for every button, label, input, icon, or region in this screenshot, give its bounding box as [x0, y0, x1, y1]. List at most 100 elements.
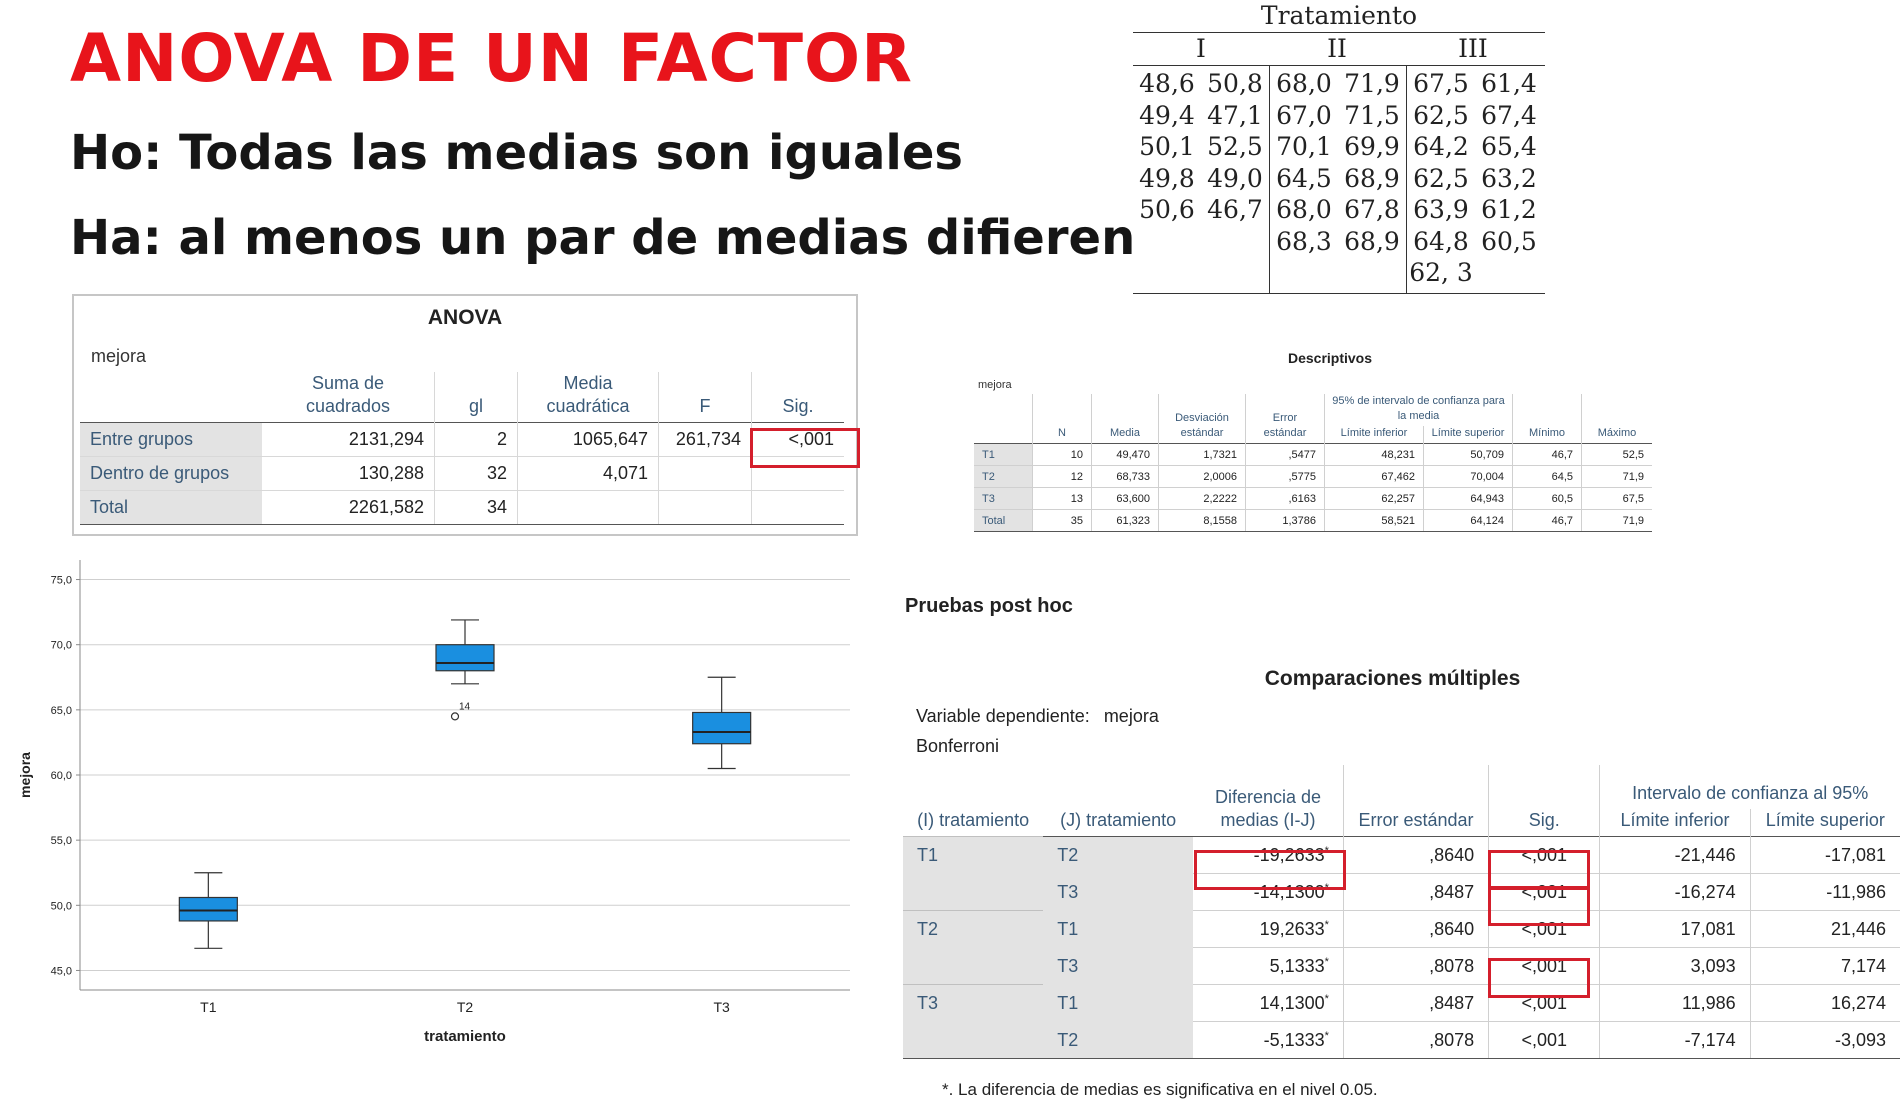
i-treatment-cell — [903, 947, 1044, 985]
table-cell: 64,124 — [1423, 509, 1513, 532]
y-tick-label: 50,0 — [51, 900, 72, 912]
mean-difference-value: 5,1333 — [1269, 955, 1325, 976]
table-cell: 61,323 — [1091, 509, 1159, 532]
table-row: T1 10 49,470 1,7321,5477 48,231 50,709 46,7 52,… — [974, 443, 1652, 466]
treatment-value: 67,4 — [1481, 100, 1537, 130]
column-header: Error estándar — [1245, 394, 1325, 444]
sig-cell: <,001 — [1488, 836, 1600, 874]
iqr-box — [692, 711, 752, 745]
treatment-data-row: 62,5 63,2 — [1407, 163, 1543, 195]
treatment-data-row: 64,5 68,9 — [1270, 163, 1406, 195]
ci-header: Intervalo de confianza al 95% — [1599, 765, 1900, 809]
lower-limit-cell: -21,446 — [1599, 836, 1751, 874]
treatment-value: 61,2 — [1481, 195, 1537, 224]
multiple-comparisons-table: (I) tratamiento (J) tratamiento Diferenc… — [903, 765, 1900, 1059]
table-cell: 60,5 — [1512, 487, 1582, 510]
treatment-value: 65,4 — [1481, 132, 1537, 161]
multiple-comparisons-panel: (I) tratamiento (J) tratamiento Diferenc… — [903, 765, 1900, 1059]
i-treatment-cell — [903, 873, 1044, 911]
treatment-value: 63,9 — [1413, 195, 1469, 224]
treatment-data-row: 50,1 52,5 — [1133, 131, 1269, 163]
treatment-data-row: 70,1 69,9 — [1270, 131, 1406, 163]
j-treatment-cell: T3 — [1043, 947, 1194, 985]
table-cell — [658, 490, 752, 525]
treatment-value: 49,4 — [1139, 100, 1195, 130]
table-cell: 8,1558 — [1158, 509, 1246, 532]
anova-panel: ANOVA mejora Suma de cuadrados gl Media … — [72, 294, 860, 536]
treatment-value: 70,1 — [1276, 132, 1332, 161]
descriptives-table: N Media Desviación estándar Error estánd… — [974, 394, 1652, 532]
j-treatment-cell: T1 — [1043, 910, 1194, 948]
highlight-box — [1488, 958, 1590, 998]
table-cell: 64,5 — [1512, 465, 1582, 488]
table-cell: 48,231 — [1324, 443, 1424, 466]
i-treatment-cell: T3 — [903, 984, 1044, 1022]
mean-difference-value: 19,2633 — [1259, 918, 1325, 939]
treatment-value: 64,5 — [1276, 163, 1332, 193]
treatment-value: 48,6 — [1139, 69, 1195, 98]
treatment-value: 71,5 — [1344, 100, 1400, 130]
treatment-value: 61,4 — [1481, 69, 1537, 98]
treatment-group-headers: I II III — [1133, 32, 1545, 66]
treatment-data-row: 67,5 61,4 — [1407, 68, 1543, 100]
column-header: Media — [1091, 394, 1159, 444]
table-cell — [658, 456, 752, 491]
treatment-group-column: 67,5 61,4 62,5 67,4 64,2 65,4 62,5 63,2 63,9 61,2… — [1406, 66, 1543, 293]
table-cell: 261,734 — [658, 422, 752, 457]
method-label: Bonferroni — [916, 736, 1000, 756]
treatment-data-row: 63,9 61,2 — [1407, 194, 1543, 226]
table-cell: <,001 — [751, 422, 844, 457]
column-header: Límite superior — [1423, 426, 1513, 444]
upper-limit-cell: 7,174 — [1749, 947, 1900, 985]
dependent-variable-label: Variable dependiente: — [916, 706, 1090, 726]
table-row: T2 12 68,733 2,0006,5775 67,462 70,004 64,5 71,… — [974, 465, 1652, 488]
y-tick-label: 55,0 — [51, 835, 72, 847]
table-cell: 2,0006 — [1158, 465, 1246, 488]
table-row: Total 2261,582 34 — [80, 490, 844, 525]
column-header: Límite inferior — [1324, 426, 1424, 444]
table-cell: ,5775 — [1245, 465, 1325, 488]
outlier-point — [450, 712, 460, 721]
row-label: Total — [80, 490, 262, 525]
table-cell: 71,9 — [1581, 509, 1652, 532]
outlier-label: 14 — [459, 701, 471, 712]
anova-title: ANOVA — [427, 306, 503, 329]
column-header: Sig. — [751, 372, 844, 423]
j-treatment-cell: T1 — [1043, 984, 1194, 1022]
column-header: F — [658, 372, 752, 423]
treatment-value: 68,9 — [1344, 163, 1400, 193]
significance-star: * — [1324, 1029, 1329, 1042]
i-treatment-cell: T1 — [903, 836, 1044, 874]
treatment-data-row: 68,0 71,9 — [1270, 68, 1406, 100]
i-treatment-cell — [903, 1021, 1044, 1059]
table-cell — [751, 490, 844, 525]
treatment-table-title: Tratamiento — [1260, 1, 1418, 30]
boxplot-svg: 14 45,0 50,0 55,0 60,0 65,0 70,0 75,0 T1 T2 T3 me… — [17, 560, 850, 1045]
column-header: Mínimo — [1512, 394, 1582, 444]
iqr-box — [178, 896, 238, 922]
upper-limit-cell: -11,986 — [1749, 873, 1900, 911]
null-hypothesis: Ho: Todas las medias son iguales — [70, 125, 963, 181]
multiple-comparisons-title: Comparaciones múltiples — [1264, 667, 1521, 690]
table-cell: 2 — [434, 422, 518, 457]
mean-difference-value: -19,2633 — [1253, 844, 1325, 865]
table-cell — [517, 490, 659, 525]
table-cell: 10 — [1032, 443, 1092, 466]
treatment-value: 68,3 — [1276, 226, 1332, 256]
table-cell: 4,071 — [517, 456, 659, 491]
group-header: II — [1327, 34, 1347, 63]
row-label: Dentro de grupos — [80, 456, 262, 491]
treatment-value: 68,9 — [1344, 226, 1400, 256]
table-cell: 49,470 — [1091, 443, 1159, 466]
anova-variable: mejora — [91, 346, 147, 366]
std-error-cell: ,8487 — [1342, 984, 1489, 1022]
lower-limit-cell: 11,986 — [1599, 984, 1751, 1022]
treatment-value: 62,5 — [1413, 163, 1469, 193]
table-cell: 46,7 — [1512, 509, 1582, 532]
column-header: Media cuadrática — [517, 372, 659, 423]
lower-limit-cell: 3,093 — [1599, 947, 1751, 985]
treatment-value — [1475, 257, 1543, 289]
table-cell: 32 — [434, 456, 518, 491]
mean-difference-cell: -14,1300* — [1193, 873, 1344, 911]
treatment-data-row: 49,4 47,1 — [1133, 100, 1269, 132]
